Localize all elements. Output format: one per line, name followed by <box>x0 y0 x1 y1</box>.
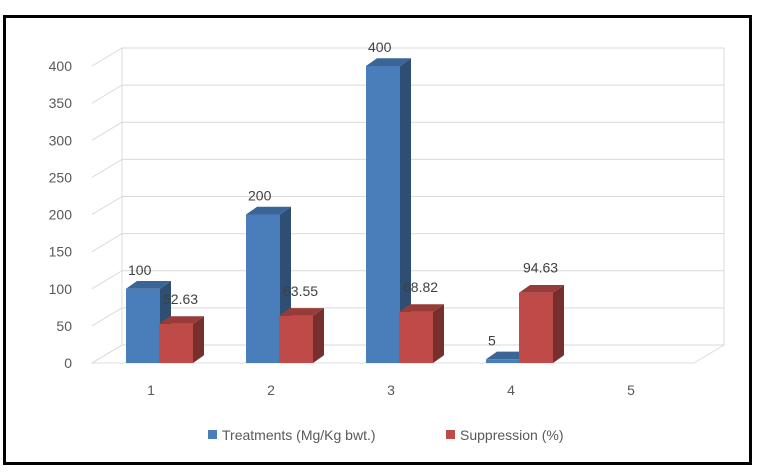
data-label: 100 <box>128 262 152 278</box>
bar-treatments <box>366 58 411 364</box>
y-axis-ticks: 0 50 100 150 200 250 300 350 400 <box>49 58 73 371</box>
y-tick-label: 0 <box>64 355 72 371</box>
data-label: 52.63 <box>163 291 198 307</box>
gridline <box>91 158 724 178</box>
x-tick-label: 4 <box>507 382 515 398</box>
data-label: 400 <box>368 39 392 55</box>
data-label: 63.55 <box>283 283 318 299</box>
gridline <box>91 121 724 141</box>
bar-suppression <box>399 304 444 363</box>
data-label: 68.82 <box>403 279 438 295</box>
y-tick-label: 350 <box>49 95 73 111</box>
y-tick-label: 50 <box>56 318 72 334</box>
y-tick-label: 300 <box>49 132 73 148</box>
bar-suppression <box>159 316 204 363</box>
x-tick-label: 2 <box>267 382 275 398</box>
y-tick-label: 200 <box>49 207 73 223</box>
legend-label-suppression: Suppression (%) <box>460 427 564 443</box>
data-label: 94.63 <box>523 260 558 276</box>
bar-suppression <box>279 308 324 363</box>
legend-label-treatments: Treatments (Mg/Kg bwt.) <box>222 427 376 443</box>
y-tick-label: 150 <box>49 244 73 260</box>
x-tick-label: 5 <box>627 382 635 398</box>
gridline <box>91 233 724 253</box>
data-labels: 100 200 400 5 52.63 63.55 68.82 94.63 <box>128 39 558 348</box>
bar-suppression <box>519 285 564 363</box>
data-label: 5 <box>488 332 496 348</box>
gridline <box>91 84 724 104</box>
x-tick-label: 3 <box>387 382 395 398</box>
legend-swatch-treatments <box>208 430 217 439</box>
data-label: 200 <box>248 188 272 204</box>
x-axis-ticks: 1 2 3 4 5 <box>147 382 635 398</box>
x-tick-label: 1 <box>147 382 155 398</box>
y-tick-label: 100 <box>49 281 73 297</box>
bars <box>126 58 564 364</box>
gridline <box>91 47 724 67</box>
legend-swatch-suppression <box>446 430 455 439</box>
legend: Treatments (Mg/Kg bwt.) Suppression (%) <box>208 427 564 443</box>
y-tick-label: 400 <box>49 58 73 74</box>
gridline <box>91 196 724 215</box>
gridlines <box>91 47 724 364</box>
y-tick-label: 250 <box>49 169 73 185</box>
gridline <box>91 270 724 290</box>
